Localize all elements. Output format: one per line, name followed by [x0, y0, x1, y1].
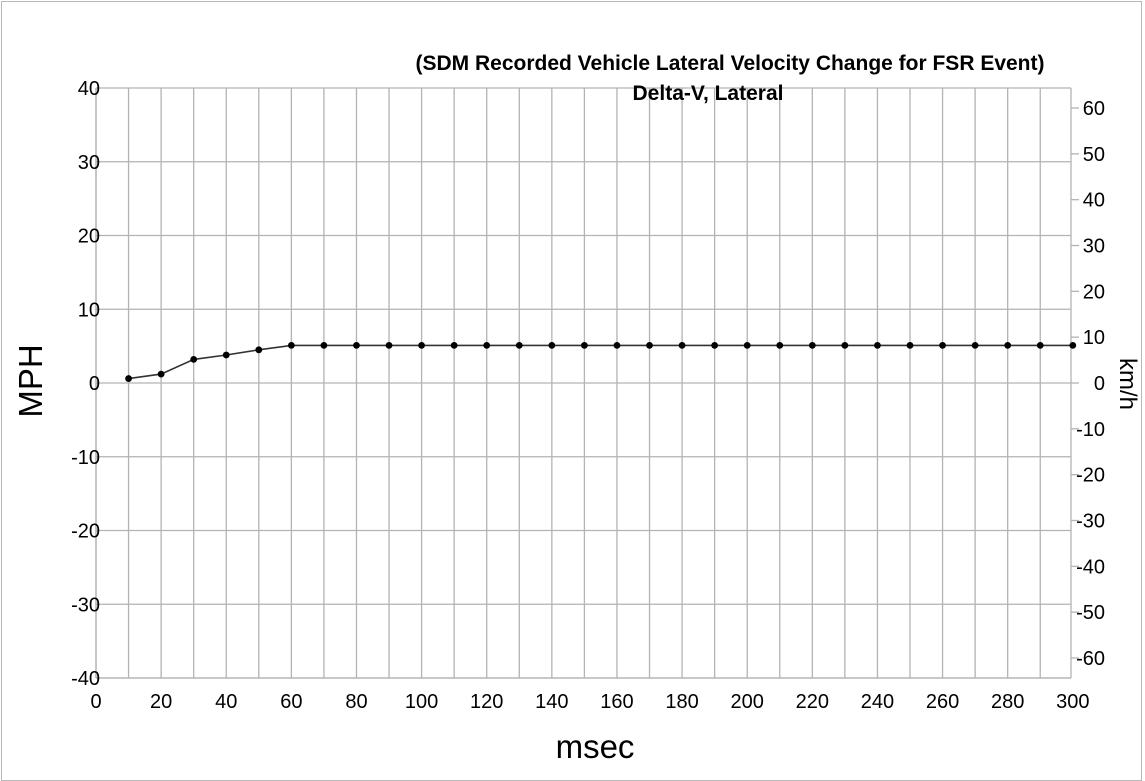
x-tick-label: 140 [535, 691, 568, 713]
tick-labels: 0 20 40 60 80 100 120 140 160 180 200 220 240 260 280 3… [71, 78, 1105, 713]
data-point [157, 370, 165, 378]
data-point [1036, 341, 1044, 349]
grid-lines [95, 87, 1071, 679]
x-tick-label: 40 [215, 691, 237, 713]
data-point [1004, 341, 1012, 349]
y-right-tick-label: 30 [1083, 236, 1105, 258]
data-point [320, 341, 328, 349]
y-right-tick-label: 0 [1094, 373, 1105, 395]
data-point [613, 341, 621, 349]
data-point [939, 341, 946, 349]
data-point [385, 341, 393, 349]
y-right-tick-label: -30 [1076, 510, 1105, 532]
data-point [808, 341, 816, 349]
y-tick-label: -30 [71, 594, 100, 616]
data-point [874, 341, 881, 349]
y-tick-label: 20 [78, 226, 100, 248]
data-point [841, 341, 849, 349]
series-delta-v [125, 341, 1077, 382]
data-point [581, 341, 588, 349]
y-tick-label: 30 [78, 152, 100, 174]
x-tick-label: 80 [345, 691, 367, 713]
data-point [418, 341, 425, 349]
y-tick-label: -40 [71, 668, 100, 690]
y-tick-label: 40 [78, 78, 100, 100]
series-line [128, 344, 1073, 380]
y-right-tick-label: 40 [1083, 190, 1105, 212]
data-point [353, 341, 360, 349]
x-tick-label: 120 [470, 691, 503, 713]
x-tick-label: 240 [861, 691, 894, 713]
axes [95, 88, 1079, 679]
data-point [1069, 341, 1077, 349]
x-tick-label: 0 [90, 691, 101, 713]
chart-title: Delta-V, Lateral [633, 82, 784, 105]
data-point [190, 356, 198, 363]
x-axis-title: msec [556, 728, 635, 765]
data-point [646, 341, 653, 349]
x-tick-label: 200 [731, 691, 764, 713]
x-tick-label: 60 [280, 691, 302, 713]
y-right-tick-label: -10 [1076, 419, 1105, 441]
x-tick-label: 20 [150, 691, 172, 713]
data-point [255, 346, 263, 354]
data-point [776, 341, 784, 349]
y-right-tick-label: 60 [1083, 98, 1105, 120]
x-tick-label: 300 [1056, 691, 1089, 713]
x-tick-label: 220 [796, 691, 829, 713]
y-axis-title: MPH [12, 344, 49, 417]
x-tick-label: 180 [665, 691, 698, 713]
data-point [971, 341, 979, 349]
y-right-tick-label: 50 [1083, 144, 1105, 166]
y-tick-label: 0 [89, 373, 100, 395]
data-point [678, 341, 686, 349]
x-tick-label: 260 [926, 691, 959, 713]
y-right-tick-label: 10 [1083, 327, 1105, 349]
y-axis-right-title: km/h [1114, 358, 1141, 410]
data-point [222, 351, 230, 359]
data-point [548, 341, 556, 349]
data-point [743, 341, 751, 349]
y-right-tick-label: -50 [1076, 602, 1105, 624]
x-tick-label: 280 [991, 691, 1024, 713]
data-point [711, 341, 719, 349]
y-right-tick-label: -40 [1076, 556, 1105, 578]
x-tick-label: 160 [600, 691, 633, 713]
y-tick-label: -20 [71, 521, 100, 543]
data-point [483, 341, 491, 349]
x-tick-label: 100 [405, 691, 438, 713]
data-point [515, 341, 523, 349]
chart-subtitle: (SDM Recorded Vehicle Lateral Velocity C… [416, 52, 1045, 75]
y-tick-label: -10 [71, 447, 100, 469]
data-point [906, 341, 914, 349]
data-point [450, 341, 458, 349]
data-point [125, 375, 132, 382]
y-right-tick-label: 20 [1083, 281, 1105, 303]
data-point [287, 341, 295, 349]
y-tick-label: 10 [78, 299, 100, 321]
y-right-tick-label: -20 [1076, 465, 1105, 487]
y-right-tick-label: -60 [1076, 648, 1105, 670]
